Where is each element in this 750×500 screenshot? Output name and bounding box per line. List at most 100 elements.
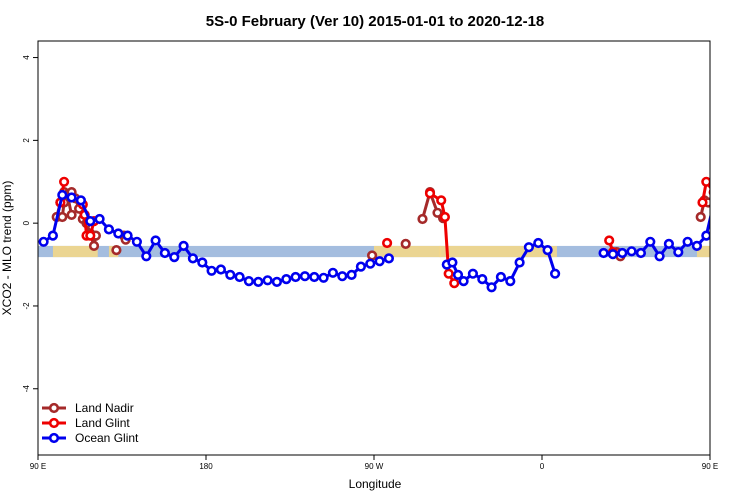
- land-patch: [374, 245, 442, 258]
- data-point: [523, 242, 535, 253]
- data-point: [178, 240, 189, 251]
- data-point: [436, 195, 447, 206]
- data-point: [714, 201, 722, 209]
- data-point: [75, 195, 86, 206]
- data-point: [122, 230, 133, 241]
- data-point: [337, 271, 348, 282]
- data-point: [626, 246, 637, 257]
- data-point: [721, 217, 729, 225]
- x-tick-label: 90 W: [365, 462, 384, 471]
- data-point: [697, 197, 708, 208]
- data-point: [617, 247, 628, 259]
- data-point: [383, 253, 395, 264]
- data-point: [701, 176, 710, 187]
- x-tick-label: 90 E: [702, 462, 718, 471]
- y-tick-label: -2: [22, 302, 31, 310]
- data-point: [477, 274, 488, 285]
- legend-marker: [48, 417, 60, 429]
- data-point: [309, 271, 320, 283]
- data-point: [447, 257, 458, 268]
- data-point: [740, 245, 748, 253]
- data-point: [206, 265, 217, 276]
- data-point: [271, 276, 283, 288]
- legend-label: Ocean Glint: [75, 431, 139, 445]
- y-tick-label: -4: [22, 385, 31, 393]
- data-point: [712, 191, 720, 199]
- x-tick-label: 0: [540, 462, 545, 471]
- data-point: [439, 211, 451, 223]
- series-line: [603, 212, 710, 259]
- series-line: [732, 221, 736, 228]
- data-point: [708, 188, 710, 196]
- x-axis: 90 E 180 90 W 0 90 E: [30, 455, 718, 471]
- data-point: [607, 249, 619, 260]
- data-point: [111, 245, 122, 256]
- series-line: [701, 178, 710, 203]
- data-point: [299, 271, 311, 282]
- data-point: [467, 268, 479, 279]
- land-patch: [439, 245, 557, 258]
- data-point: [150, 235, 161, 246]
- data-point: [131, 236, 142, 247]
- data-point: [695, 211, 706, 223]
- data-point: [215, 264, 226, 275]
- data-point: [654, 251, 665, 262]
- legend-marker: [48, 432, 60, 444]
- data-point: [262, 275, 273, 286]
- data-point: [367, 250, 378, 261]
- data-point: [141, 251, 152, 262]
- data-point: [85, 230, 96, 241]
- data-point: [691, 240, 703, 251]
- data-point: [253, 276, 264, 288]
- data-point: [731, 197, 739, 205]
- data-point: [57, 189, 68, 201]
- data-point: [673, 247, 684, 258]
- data-point: [382, 237, 393, 249]
- data-point: [346, 269, 357, 281]
- data-point: [85, 216, 96, 227]
- data-point: [645, 236, 656, 247]
- data-point: [721, 194, 729, 202]
- data-point: [732, 224, 740, 232]
- data-point: [682, 236, 693, 247]
- data-point: [66, 209, 77, 220]
- data-point: [58, 176, 70, 187]
- data-point: [542, 245, 553, 256]
- data-point: [486, 282, 497, 293]
- data-point: [729, 217, 737, 225]
- data-point: [225, 269, 236, 281]
- data-point: [94, 213, 105, 225]
- data-point: [281, 274, 292, 285]
- data-point: [66, 192, 77, 203]
- y-axis: -4 -2 0 2 4: [22, 55, 38, 393]
- data-point: [663, 238, 675, 249]
- data-point: [187, 253, 198, 264]
- data-point: [514, 257, 525, 268]
- data-point: [103, 224, 114, 235]
- land-patch: [52, 245, 98, 258]
- data-point: [38, 236, 49, 247]
- data-point: [327, 267, 339, 278]
- data-point: [635, 247, 647, 259]
- x-tick-label: 180: [199, 462, 213, 471]
- data-point: [243, 276, 254, 287]
- data-point: [740, 217, 748, 225]
- data-point: [495, 271, 507, 283]
- data-point: [424, 188, 436, 199]
- data-point: [701, 230, 710, 241]
- y-tick-label: 2: [22, 138, 31, 143]
- y-axis-label: XCO2 - MLO trend (ppm): [0, 181, 14, 316]
- x-tick-label: 90 E: [30, 462, 46, 471]
- data-point: [598, 247, 609, 259]
- data-point: [717, 211, 725, 219]
- series-land-glint: [55, 176, 748, 289]
- data-point: [47, 230, 59, 241]
- legend-marker: [48, 402, 60, 414]
- data-point: [400, 238, 411, 249]
- data-point: [549, 268, 561, 279]
- data-point: [449, 278, 460, 289]
- series-ocean-glint: [38, 189, 748, 293]
- land-patch: [696, 245, 710, 258]
- data-point: [452, 269, 464, 281]
